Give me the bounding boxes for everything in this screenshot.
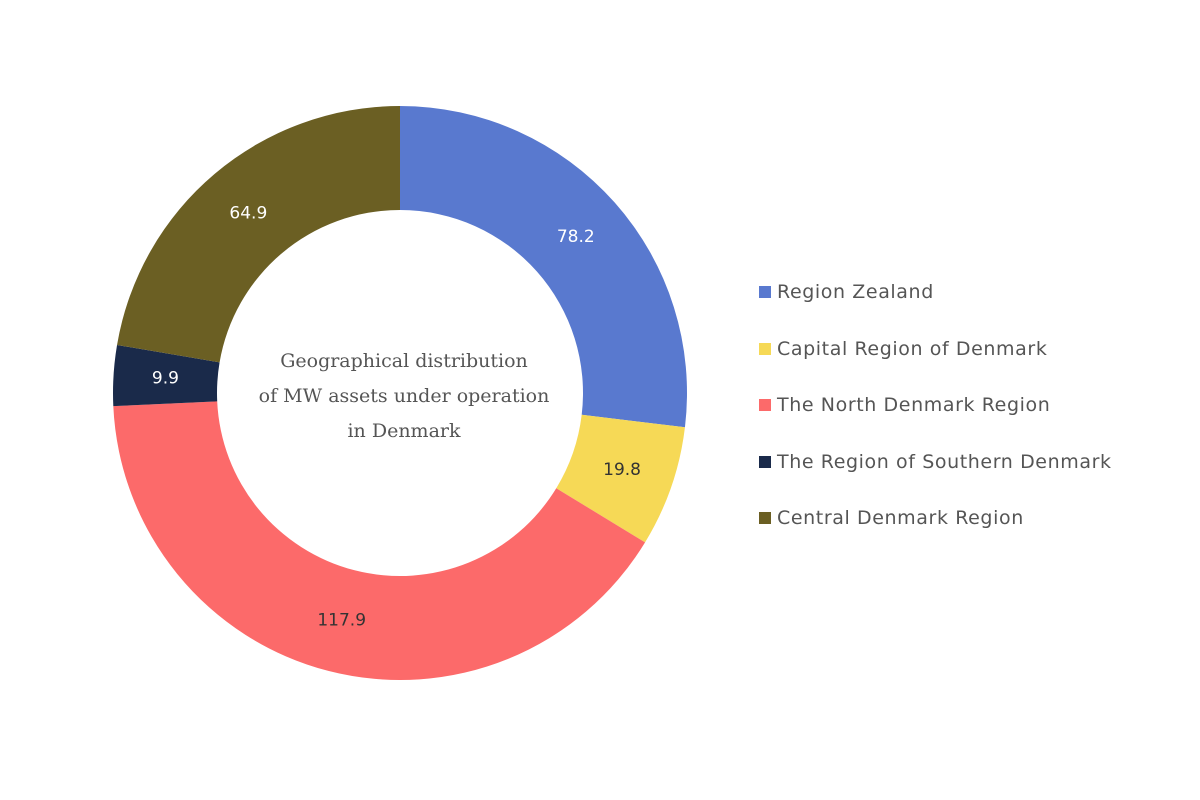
slice-the-north-denmark-region[interactable] bbox=[113, 401, 646, 681]
chart-title-line-2: of MW assets under operation bbox=[258, 385, 550, 407]
slice-central-denmark-region[interactable] bbox=[117, 105, 400, 363]
legend-swatch bbox=[759, 342, 771, 355]
donut-slices bbox=[113, 105, 687, 681]
legend-label: The North Denmark Region bbox=[777, 394, 1051, 416]
legend-item-region-zealand[interactable]: Region Zealand bbox=[759, 278, 1112, 306]
legend-item-capital-region[interactable]: Capital Region of Denmark bbox=[759, 335, 1112, 363]
slice-value-label: 78.2 bbox=[557, 227, 595, 247]
legend-label: The Region of Southern Denmark bbox=[777, 450, 1112, 473]
chart-title: Geographical distribution of MW assets u… bbox=[244, 344, 564, 449]
chart-title-line-1: Geographical distribution bbox=[280, 350, 528, 372]
slice-value-label: 19.8 bbox=[603, 460, 641, 480]
slice-value-label: 64.9 bbox=[229, 203, 267, 223]
slice-capital-region-of-denmark[interactable] bbox=[556, 414, 685, 543]
chart-legend: Region Zealand Capital Region of Denmark… bbox=[759, 278, 1112, 561]
chart-title-line-3: in Denmark bbox=[347, 420, 461, 442]
donut-slice-labels: 78.2 19.8 117.9 9.9 64.9 bbox=[152, 203, 641, 630]
legend-item-north-denmark[interactable]: The North Denmark Region bbox=[759, 391, 1112, 419]
legend-swatch bbox=[759, 455, 771, 468]
legend-item-central-denmark[interactable]: Central Denmark Region bbox=[759, 504, 1112, 532]
legend-label: Central Denmark Region bbox=[777, 507, 1024, 529]
slice-value-label: 9.9 bbox=[152, 369, 179, 389]
legend-swatch bbox=[759, 512, 771, 524]
legend-swatch bbox=[759, 286, 771, 298]
slice-value-label: 117.9 bbox=[317, 611, 366, 631]
slice-region-zealand[interactable] bbox=[400, 106, 687, 428]
legend-item-southern-denmark[interactable]: The Region of Southern Denmark bbox=[759, 448, 1112, 476]
legend-swatch bbox=[759, 399, 771, 411]
legend-label: Region Zealand bbox=[777, 281, 934, 303]
slice-the-region-of-southern-denmark[interactable] bbox=[113, 344, 220, 407]
legend-label: Capital Region of Denmark bbox=[777, 337, 1048, 360]
